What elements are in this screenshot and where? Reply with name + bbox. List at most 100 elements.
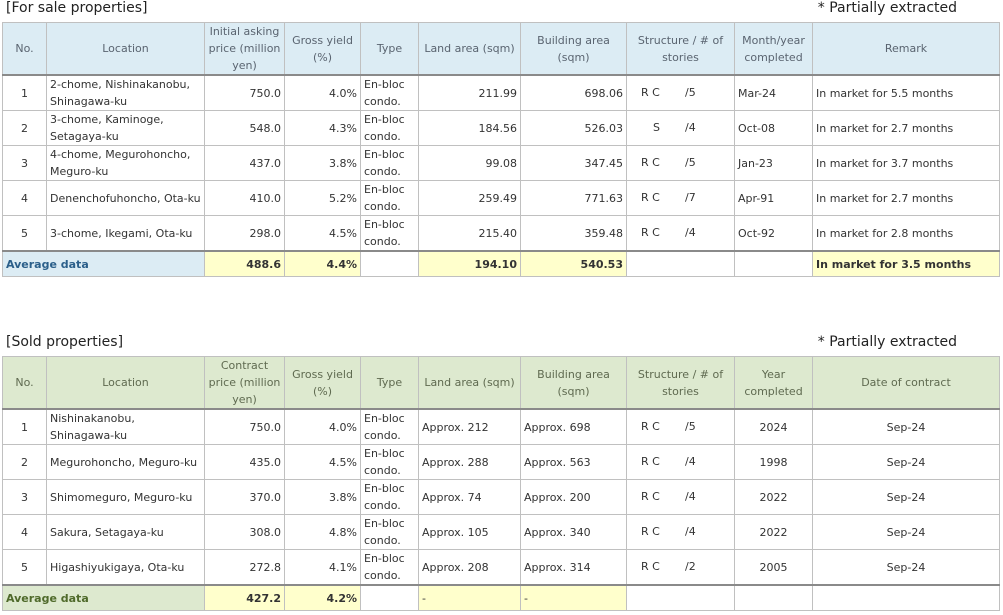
sold-table: No. Location Contract price (million yen…	[2, 356, 1000, 611]
header-price: Contract price (million yen)	[204, 356, 285, 410]
cell-completed: Jan-23	[734, 145, 813, 181]
cell-location: 4-chome, Megurohoncho, Meguro-ku	[46, 145, 205, 181]
average-completed-empty	[734, 250, 813, 277]
average-yield: 4.2%	[284, 584, 361, 611]
cell-land: 259.49	[418, 180, 521, 216]
cell-type: En-bloc condo.	[360, 408, 419, 445]
header-no: No.	[2, 356, 47, 410]
cell-type: En-bloc condo.	[360, 145, 419, 181]
cell-structure: R C/7	[626, 180, 735, 216]
cell-location: 3-chome, Kaminoge, Setagaya-ku	[46, 110, 205, 146]
header-location: Location	[46, 22, 205, 76]
cell-land: Approx. 212	[418, 408, 521, 445]
cell-price: 308.0	[204, 514, 285, 550]
cell-completed: 2005	[734, 549, 813, 586]
header-price: Initial asking price (million yen)	[204, 22, 285, 76]
cell-location: Shimomeguro, Meguro-ku	[46, 479, 205, 515]
cell-location: Denenchofuhoncho, Ota-ku	[46, 180, 205, 216]
cell-yield: 3.8%	[284, 479, 361, 515]
cell-type: En-bloc condo.	[360, 74, 419, 111]
for-sale-title: [For sale properties]	[6, 0, 148, 16]
header-structure: Structure / # of stories	[626, 22, 735, 76]
for-sale-header-row: No. Location Initial asking price (milli…	[2, 22, 1000, 76]
cell-type: En-bloc condo.	[360, 514, 419, 550]
structure-type: R C	[641, 156, 660, 169]
stories: /5	[685, 86, 696, 99]
table-row: 2 Megurohoncho, Meguro-ku 435.0 4.5% En-…	[2, 444, 1000, 480]
cell-no: 1	[2, 74, 47, 111]
cell-remark: In market for 2.7 months	[812, 180, 1000, 216]
cell-land: 215.40	[418, 215, 521, 252]
cell-completed: Mar-24	[734, 74, 813, 111]
cell-building: 771.63	[520, 180, 627, 216]
cell-price: 435.0	[204, 444, 285, 480]
stories: /4	[685, 525, 696, 538]
average-row: Average data 488.6 4.4% 194.10 540.53 In…	[2, 250, 1000, 277]
cell-yield: 4.3%	[284, 110, 361, 146]
cell-structure: S/4	[626, 110, 735, 146]
cell-price: 750.0	[204, 408, 285, 445]
cell-yield: 4.5%	[284, 215, 361, 252]
cell-price: 272.8	[204, 549, 285, 586]
cell-contract-date: Sep-24	[812, 444, 1000, 480]
cell-price: 298.0	[204, 215, 285, 252]
cell-land: 211.99	[418, 74, 521, 111]
sold-note: * Partially extracted	[817, 334, 957, 350]
header-contract-date: Date of contract	[812, 356, 1000, 410]
cell-yield: 5.2%	[284, 180, 361, 216]
structure-type: R C	[641, 560, 660, 573]
stories: /4	[685, 226, 696, 239]
cell-completed: Apr-91	[734, 180, 813, 216]
cell-structure: R C/2	[626, 549, 735, 586]
cell-price: 410.0	[204, 180, 285, 216]
cell-type: En-bloc condo.	[360, 215, 419, 252]
average-label: Average data	[2, 250, 205, 277]
average-structure-empty	[626, 584, 735, 611]
for-sale-note: * Partially extracted	[817, 0, 957, 16]
cell-location: 3-chome, Ikegami, Ota-ku	[46, 215, 205, 252]
average-building: 540.53	[520, 250, 627, 277]
cell-building: Approx. 340	[520, 514, 627, 550]
cell-structure: R C/4	[626, 514, 735, 550]
cell-building: 526.03	[520, 110, 627, 146]
cell-price: 548.0	[204, 110, 285, 146]
average-type-empty	[360, 250, 419, 277]
cell-structure: R C/5	[626, 145, 735, 181]
header-type: Type	[360, 22, 419, 76]
header-location: Location	[46, 356, 205, 410]
header-building: Building area (sqm)	[520, 22, 627, 76]
average-price: 427.2	[204, 584, 285, 611]
average-yield: 4.4%	[284, 250, 361, 277]
cell-building: 698.06	[520, 74, 627, 111]
cell-land: Approx. 74	[418, 479, 521, 515]
structure-type: R C	[641, 226, 660, 239]
cell-land: 184.56	[418, 110, 521, 146]
cell-completed: Oct-92	[734, 215, 813, 252]
for-sale-table: No. Location Initial asking price (milli…	[2, 22, 1000, 277]
average-label: Average data	[2, 584, 205, 611]
cell-location: Megurohoncho, Meguro-ku	[46, 444, 205, 480]
table-row: 1 Nishinakanobu, Shinagawa-ku 750.0 4.0%…	[2, 408, 1000, 445]
sold-header-row: No. Location Contract price (million yen…	[2, 356, 1000, 410]
cell-yield: 4.8%	[284, 514, 361, 550]
structure-type: R C	[641, 191, 660, 204]
cell-yield: 4.5%	[284, 444, 361, 480]
stories: /5	[685, 156, 696, 169]
header-completed: Month/year completed	[734, 22, 813, 76]
cell-no: 4	[2, 514, 47, 550]
header-remark: Remark	[812, 22, 1000, 76]
sold-title: [Sold properties]	[6, 334, 124, 350]
cell-structure: R C/4	[626, 479, 735, 515]
cell-no: 4	[2, 180, 47, 216]
cell-building: Approx. 200	[520, 479, 627, 515]
cell-remark: In market for 3.7 months	[812, 145, 1000, 181]
table-row: 4 Sakura, Setagaya-ku 308.0 4.8% En-bloc…	[2, 514, 1000, 550]
table-row: 3 4-chome, Megurohoncho, Meguro-ku 437.0…	[2, 145, 1000, 181]
structure-type: R C	[641, 455, 660, 468]
average-remark: In market for 3.5 months	[812, 250, 1000, 277]
cell-completed: Oct-08	[734, 110, 813, 146]
average-structure-empty	[626, 250, 735, 277]
cell-location: 2-chome, Nishinakanobu, Shinagawa-ku	[46, 74, 205, 111]
cell-yield: 3.8%	[284, 145, 361, 181]
cell-yield: 4.0%	[284, 74, 361, 111]
